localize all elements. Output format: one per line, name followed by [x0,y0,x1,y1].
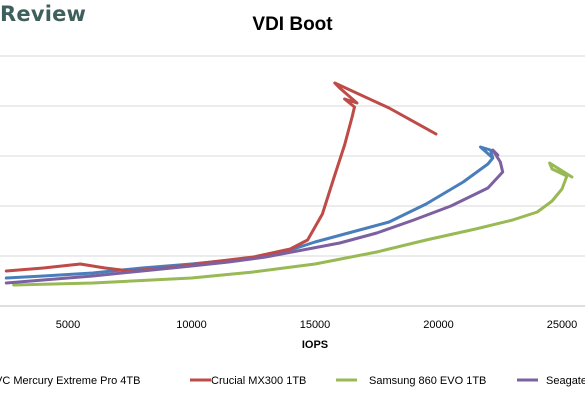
x-tick-label: 5000 [56,319,80,331]
legend: VC Mercury Extreme Pro 4TB Crucial MX300 … [0,375,585,387]
series-lines [4,81,574,287]
series-line-3 [12,161,574,287]
x-tick-label: 25000 [547,319,578,331]
legend-label: Seagate [546,375,585,387]
legend-label: Samsung 860 EVO 1TB [369,375,486,387]
x-tick-label: 15000 [300,319,331,331]
x-tick-label: 10000 [176,319,207,331]
legend-label: Crucial MX300 1TB [211,375,306,387]
logo-wordmark: Review [0,2,87,26]
series-line-4 [4,148,505,285]
gridlines [0,55,585,307]
x-axis-ticks: 5000 10000 15000 20000 25000 [56,319,578,331]
chart-title: VDI Boot [252,14,333,35]
x-axis-label: IOPS [302,339,328,351]
x-tick-label: 20000 [423,319,454,331]
legend-label: VC Mercury Extreme Pro 4TB [0,375,140,387]
series-line-2 [4,81,438,273]
